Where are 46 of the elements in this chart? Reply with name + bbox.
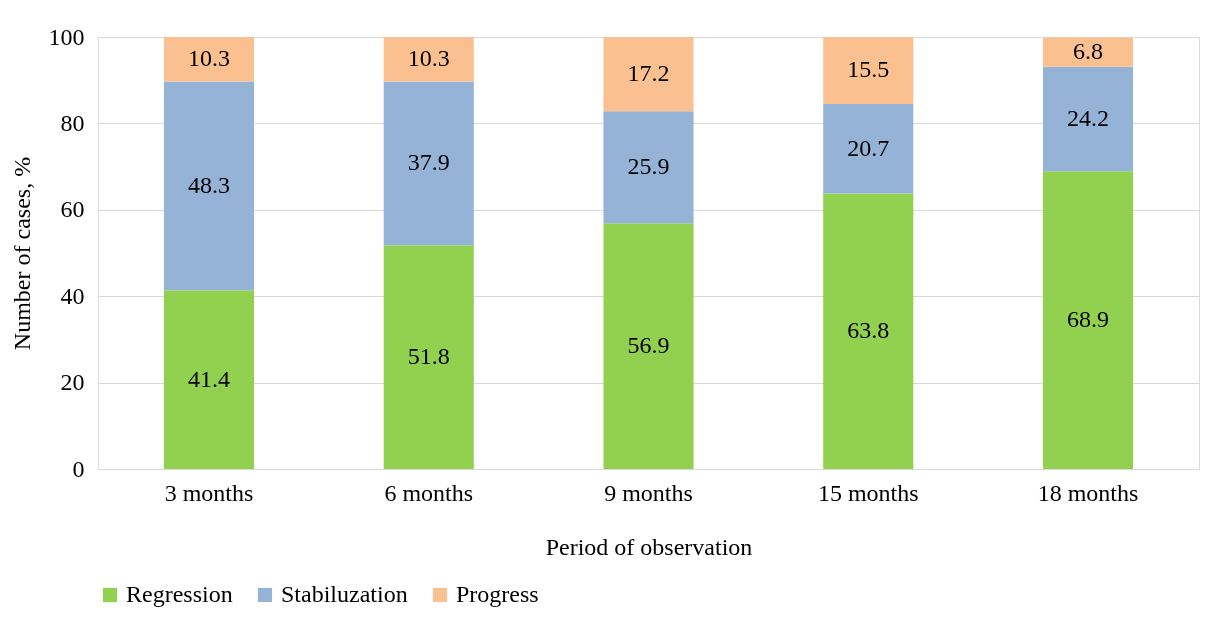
- data-label: 41.4: [187, 365, 230, 392]
- bar: [383, 245, 474, 469]
- bar: [163, 37, 255, 82]
- data-label: 20.7: [847, 134, 890, 161]
- bar: [823, 193, 914, 469]
- bar: [1042, 66, 1134, 172]
- y-axis-title: Number of cases, %: [8, 156, 35, 351]
- y-tick-label: 60: [60, 196, 85, 223]
- y-tick-label: 100: [48, 23, 85, 50]
- bar: [823, 103, 914, 194]
- bar: [383, 81, 474, 246]
- bar: [1042, 37, 1134, 67]
- y-tick-label: 20: [60, 369, 85, 396]
- x-tick-label: 18 months: [1037, 479, 1139, 506]
- data-label: 25.9: [627, 153, 670, 180]
- y-tick-label: 0: [72, 455, 85, 482]
- y-tick-label: 80: [60, 109, 85, 136]
- data-label: 37.9: [407, 149, 450, 176]
- bar: [163, 290, 255, 469]
- data-label: 68.9: [1067, 306, 1110, 333]
- data-label: 48.3: [187, 171, 230, 198]
- bar: [163, 81, 255, 291]
- bar: [603, 37, 694, 112]
- y-tick-label: 40: [60, 282, 85, 309]
- legend-label: Regression: [126, 581, 233, 607]
- data-label: 15.5: [847, 56, 890, 83]
- x-axis-title: Period of observation: [545, 533, 753, 560]
- bar: [603, 223, 694, 469]
- data-label: 17.2: [627, 60, 670, 87]
- x-tick-label: 3 months: [164, 479, 254, 506]
- legend-label: Stabiluzation: [281, 581, 408, 607]
- data-label: 10.3: [407, 45, 450, 72]
- x-tick-label: 15 months: [817, 479, 919, 506]
- data-label: 51.8: [407, 343, 450, 370]
- bar: [823, 37, 914, 104]
- legend-label: Progress: [456, 581, 539, 607]
- data-label: 56.9: [627, 332, 670, 359]
- data-label: 24.2: [1067, 105, 1110, 132]
- bar: [603, 111, 694, 224]
- bar: [1042, 171, 1134, 469]
- data-label: 6.8: [1073, 38, 1104, 65]
- bar: [383, 37, 474, 82]
- data-label: 10.3: [187, 45, 230, 72]
- x-tick-label: 9 months: [604, 479, 693, 506]
- data-label: 63.8: [847, 317, 890, 344]
- x-tick-label: 6 months: [384, 479, 474, 506]
